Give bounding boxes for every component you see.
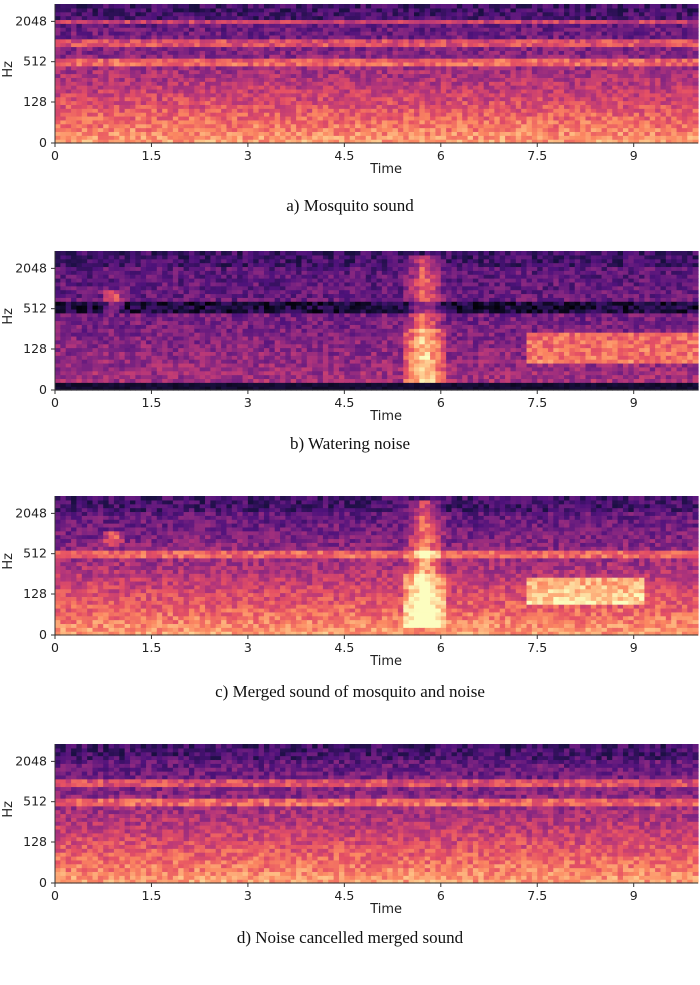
x-tick-label: 9	[630, 640, 638, 655]
y-tick-label: 2048	[15, 505, 47, 520]
x-tick-label: 1.5	[142, 640, 162, 655]
chart-caption: b) Watering noise	[0, 434, 700, 454]
x-tick-label: 0	[51, 888, 59, 903]
y-tick-label: 512	[23, 546, 47, 561]
x-tick-label: 6	[437, 148, 445, 163]
x-tick-label: 0	[51, 640, 59, 655]
y-tick-label: 2048	[15, 13, 47, 28]
chart-caption: a) Mosquito sound	[0, 196, 700, 216]
x-tick-label: 6	[437, 395, 445, 410]
x-tick-label: 3	[244, 148, 252, 163]
chart-caption: d) Noise cancelled merged sound	[0, 928, 700, 948]
x-tick-label: 6	[437, 640, 445, 655]
x-axis-label: Time	[369, 902, 402, 917]
x-axis-label: Time	[369, 162, 402, 177]
y-tick-label: 128	[23, 834, 47, 849]
y-axis-label: Hz	[1, 61, 16, 78]
y-tick-label: 0	[39, 135, 47, 150]
spectrogram-panel-a: 0 1.5 3 4.5 6 7.5 9 0 128 512 2048 Time Hz a) Mosqui…	[0, 0, 700, 245]
y-axis-label: Hz	[1, 801, 16, 818]
spectrogram-chart: 0 1.5 3 4.5 6 7.5 9 0 128 512 2048 Time Hz	[0, 247, 700, 432]
y-tick-label: 2048	[15, 753, 47, 768]
x-tick-label: 1.5	[142, 888, 162, 903]
spectrogram-panel-c: 0 1.5 3 4.5 6 7.5 9 0 128 512 2048 Time Hz c) Merged…	[0, 492, 700, 737]
y-tick-label: 0	[39, 627, 47, 642]
x-tick-label: 4.5	[334, 395, 354, 410]
x-tick-label: 7.5	[527, 888, 547, 903]
x-tick-label: 9	[630, 395, 638, 410]
heatmap-cells	[55, 251, 699, 391]
y-tick-label: 512	[23, 794, 47, 809]
y-tick-label: 512	[23, 301, 47, 316]
x-axis-label: Time	[369, 409, 402, 424]
heatmap-cells	[55, 496, 699, 636]
x-tick-label: 3	[244, 888, 252, 903]
x-tick-label: 1.5	[142, 148, 162, 163]
spectrogram-panel-d: 0 1.5 3 4.5 6 7.5 9 0 128 512 2048 Time Hz d) Noise …	[0, 740, 700, 985]
y-tick-label: 128	[23, 94, 47, 109]
spectrogram-chart: 0 1.5 3 4.5 6 7.5 9 0 128 512 2048 Time Hz	[0, 492, 700, 677]
spectrogram-panel-b: 0 1.5 3 4.5 6 7.5 9 0 128 512 2048 Time Hz b) Wateri…	[0, 247, 700, 492]
y-tick-label: 0	[39, 875, 47, 890]
x-tick-label: 4.5	[334, 148, 354, 163]
chart-caption: c) Merged sound of mosquito and noise	[0, 682, 700, 702]
heatmap-cells	[55, 4, 699, 144]
x-tick-label: 3	[244, 640, 252, 655]
y-tick-label: 128	[23, 586, 47, 601]
y-axis-label: Hz	[1, 308, 16, 325]
spectrogram-chart: 0 1.5 3 4.5 6 7.5 9 0 128 512 2048 Time Hz	[0, 740, 700, 925]
y-tick-label: 512	[23, 54, 47, 69]
x-tick-label: 7.5	[527, 148, 547, 163]
x-tick-label: 7.5	[527, 640, 547, 655]
x-tick-label: 1.5	[142, 395, 162, 410]
y-tick-label: 128	[23, 341, 47, 356]
y-axis-label: Hz	[1, 553, 16, 570]
x-tick-label: 9	[630, 148, 638, 163]
x-tick-label: 3	[244, 395, 252, 410]
x-tick-label: 4.5	[334, 640, 354, 655]
y-tick-label: 2048	[15, 260, 47, 275]
spectrogram-chart: 0 1.5 3 4.5 6 7.5 9 0 128 512 2048 Time Hz	[0, 0, 700, 185]
x-tick-label: 4.5	[334, 888, 354, 903]
x-tick-label: 9	[630, 888, 638, 903]
x-tick-label: 6	[437, 888, 445, 903]
x-tick-label: 0	[51, 395, 59, 410]
x-axis-label: Time	[369, 654, 402, 669]
x-tick-label: 0	[51, 148, 59, 163]
y-tick-label: 0	[39, 382, 47, 397]
x-tick-label: 7.5	[527, 395, 547, 410]
heatmap-cells	[55, 744, 699, 884]
